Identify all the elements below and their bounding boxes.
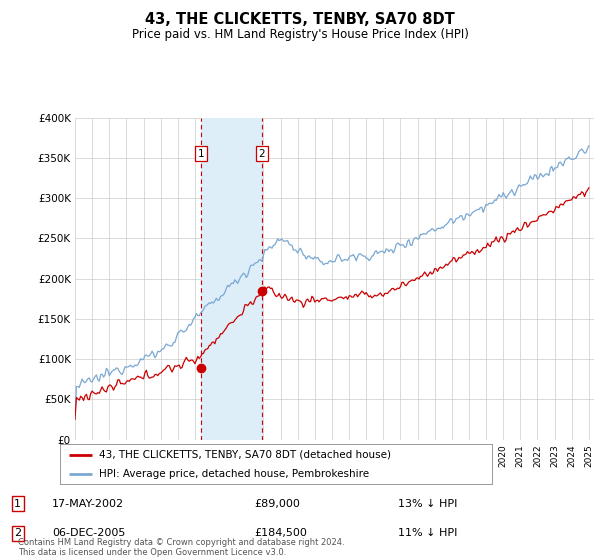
Text: Price paid vs. HM Land Registry's House Price Index (HPI): Price paid vs. HM Land Registry's House … — [131, 28, 469, 41]
Text: 2: 2 — [14, 529, 22, 538]
Text: 06-DEC-2005: 06-DEC-2005 — [52, 529, 125, 538]
Text: HPI: Average price, detached house, Pembrokeshire: HPI: Average price, detached house, Pemb… — [99, 469, 369, 478]
Bar — [202, 118, 262, 440]
Text: 13% ↓ HPI: 13% ↓ HPI — [398, 499, 457, 508]
Text: 11% ↓ HPI: 11% ↓ HPI — [398, 529, 457, 538]
Text: Contains HM Land Registry data © Crown copyright and database right 2024.
This d: Contains HM Land Registry data © Crown c… — [18, 538, 344, 557]
Text: 2: 2 — [259, 149, 265, 159]
Text: 1: 1 — [198, 149, 205, 159]
Text: 43, THE CLICKETTS, TENBY, SA70 8DT (detached house): 43, THE CLICKETTS, TENBY, SA70 8DT (deta… — [99, 450, 391, 460]
Text: 1: 1 — [14, 499, 21, 508]
Text: 17-MAY-2002: 17-MAY-2002 — [52, 499, 124, 508]
Text: £184,500: £184,500 — [254, 529, 307, 538]
Text: £89,000: £89,000 — [254, 499, 300, 508]
Text: 43, THE CLICKETTS, TENBY, SA70 8DT: 43, THE CLICKETTS, TENBY, SA70 8DT — [145, 12, 455, 27]
